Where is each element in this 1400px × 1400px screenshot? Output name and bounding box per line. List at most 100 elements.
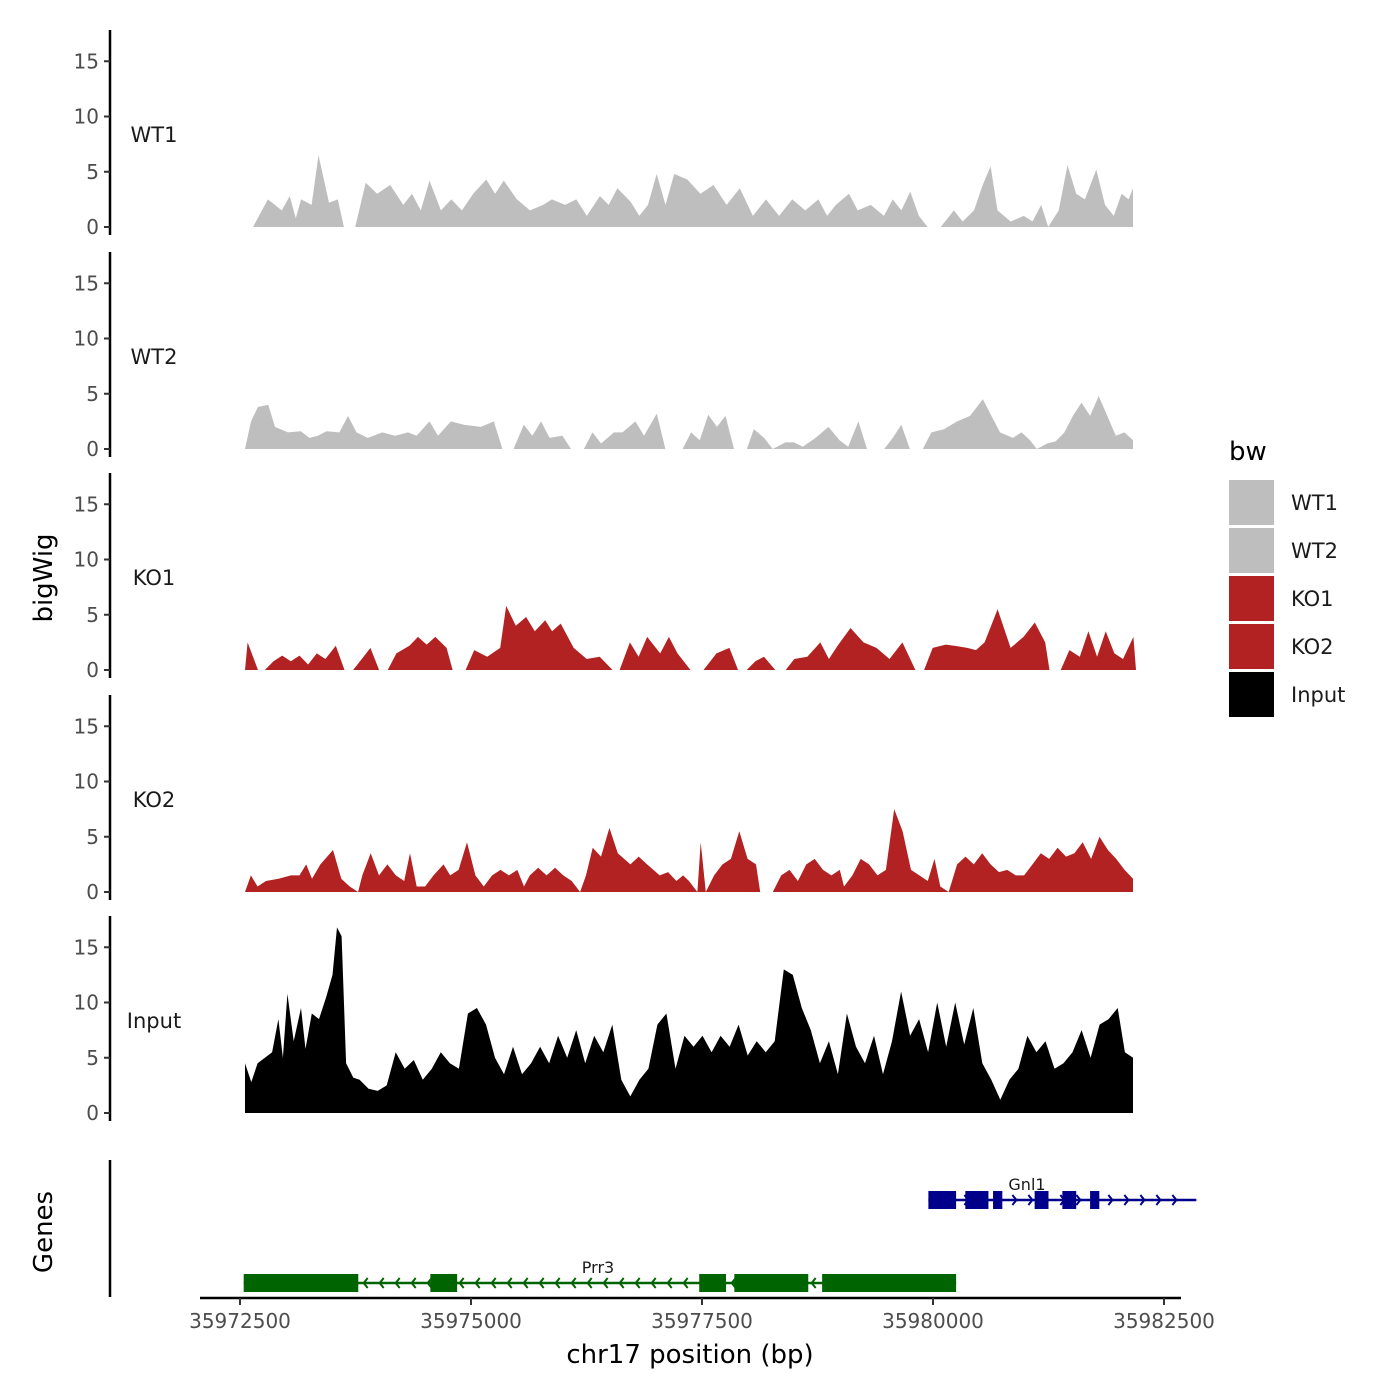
strand-arrow <box>1027 1194 1034 1206</box>
genes-layer: Gnl1 Prr3 <box>108 1160 1197 1297</box>
track-wt2: 0 5 10 15 WT2 <box>74 252 1133 461</box>
track-ko1: 0 5 10 15 KO1 <box>74 473 1136 682</box>
strand-arrow <box>682 1277 689 1289</box>
strand-arrow <box>474 1277 481 1289</box>
gene-label: Gnl1 <box>1008 1175 1045 1194</box>
y-tick-label: 0 <box>86 1101 99 1125</box>
track-label: KO2 <box>133 788 176 812</box>
signal-area-input <box>245 927 1133 1113</box>
strand-arrow <box>1011 1194 1018 1206</box>
legend-swatch-wt2 <box>1229 528 1274 573</box>
track-ko2: 0 5 10 15 KO2 <box>74 695 1133 904</box>
y-tick-label: 10 <box>74 548 99 572</box>
strand-arrow <box>538 1277 545 1289</box>
strand-arrow <box>650 1277 657 1289</box>
strand-arrow <box>1123 1194 1130 1206</box>
strand-arrow <box>554 1277 561 1289</box>
legend-swatch-input <box>1229 672 1274 717</box>
strand-arrow <box>666 1277 673 1289</box>
genes-axis-title: Genes <box>29 1191 59 1273</box>
strand-arrow <box>362 1277 369 1289</box>
strand-arrow <box>634 1277 641 1289</box>
gene-exon <box>734 1274 809 1292</box>
signal-area-ko1 <box>245 605 1136 670</box>
y-tick-label: 0 <box>86 658 99 682</box>
strand-arrow <box>394 1277 401 1289</box>
strand-arrow <box>1139 1194 1146 1206</box>
y-tick-label: 15 <box>74 271 99 295</box>
y-tick-label: 10 <box>74 991 99 1015</box>
y-tick-label: 10 <box>74 770 99 794</box>
legend-swatch-ko2 <box>1229 624 1274 669</box>
y-tick-label: 0 <box>86 215 99 239</box>
x-axis: 35972500 35975000 35977500 35980000 35982500 <box>189 1296 1215 1333</box>
y-tick-label: 0 <box>86 880 99 904</box>
x-tick-label: 35975000 <box>420 1309 522 1333</box>
signal-area-wt1 <box>253 155 1133 227</box>
track-label: WT1 <box>131 123 178 147</box>
strand-arrow <box>506 1277 513 1289</box>
gene-exon <box>243 1274 359 1292</box>
strand-arrow <box>490 1277 497 1289</box>
x-tick-label: 35980000 <box>882 1309 984 1333</box>
strand-arrow <box>1075 1194 1082 1206</box>
gene-gnl1: Gnl1 <box>928 1175 1197 1209</box>
x-tick-label: 35982500 <box>1113 1309 1215 1333</box>
legend: bw WT1 WT2 KO1 KO2 Input <box>1229 437 1345 717</box>
y-tick-label: 10 <box>74 105 99 129</box>
y-tick-label: 5 <box>86 382 99 406</box>
gene-exon <box>1090 1191 1100 1209</box>
strand-arrow <box>378 1277 385 1289</box>
gene-label: Prr3 <box>582 1258 614 1277</box>
strand-arrow <box>458 1277 465 1289</box>
signal-area-ko2 <box>245 809 1133 892</box>
legend-label-wt2: WT2 <box>1291 539 1338 563</box>
gene-exon <box>1034 1191 1049 1209</box>
gene-exon <box>1062 1191 1077 1209</box>
legend-swatch-wt1 <box>1229 480 1274 525</box>
y-tick-label: 5 <box>86 1046 99 1070</box>
tracks-layer: 0 5 10 15 WT1 0 5 10 15 WT2 0 5 10 15 KO1 0 5 10 15 KO2 0 5 10… <box>74 30 1136 1125</box>
y-tick-label: 15 <box>74 935 99 959</box>
strand-arrow <box>1155 1194 1162 1206</box>
legend-label-input: Input <box>1291 683 1345 707</box>
x-tick-label: 35977500 <box>651 1309 753 1333</box>
track-label: KO1 <box>133 566 176 590</box>
y-axis-title: bigWig <box>29 533 59 622</box>
strand-arrow <box>410 1277 417 1289</box>
signal-area-wt2 <box>245 396 1133 449</box>
y-tick-label: 10 <box>74 327 99 351</box>
track-wt1: 0 5 10 15 WT1 <box>74 30 1133 239</box>
y-tick-label: 5 <box>86 603 99 627</box>
y-tick-label: 5 <box>86 825 99 849</box>
y-tick-label: 15 <box>74 714 99 738</box>
gene-exon <box>430 1274 458 1292</box>
legend-label-ko2: KO2 <box>1291 635 1334 659</box>
track-label: Input <box>127 1009 181 1033</box>
strand-arrow <box>1107 1194 1114 1206</box>
strand-arrow <box>570 1277 577 1289</box>
x-axis-title: chr17 position (bp) <box>566 1340 813 1370</box>
strand-arrow <box>586 1277 593 1289</box>
track-input: 0 5 10 15 Input <box>74 916 1133 1125</box>
legend-label-ko1: KO1 <box>1291 587 1334 611</box>
strand-arrow <box>1171 1194 1178 1206</box>
legend-title: bw <box>1229 437 1267 467</box>
y-tick-label: 15 <box>74 49 99 73</box>
strand-arrow <box>618 1277 625 1289</box>
legend-swatch-ko1 <box>1229 576 1274 621</box>
gene-exon <box>993 1191 1003 1209</box>
gene-exon <box>699 1274 727 1292</box>
gene-exon <box>822 1274 957 1292</box>
gene-prr3: Prr3 <box>243 1258 957 1292</box>
strand-arrow <box>522 1277 529 1289</box>
y-tick-label: 5 <box>86 160 99 184</box>
y-tick-label: 0 <box>86 437 99 461</box>
y-tick-label: 15 <box>74 492 99 516</box>
x-tick-label: 35972500 <box>189 1309 291 1333</box>
legend-label-wt1: WT1 <box>1291 491 1338 515</box>
gene-exon <box>965 1191 989 1209</box>
track-label: WT2 <box>131 345 178 369</box>
gene-exon <box>928 1191 957 1209</box>
